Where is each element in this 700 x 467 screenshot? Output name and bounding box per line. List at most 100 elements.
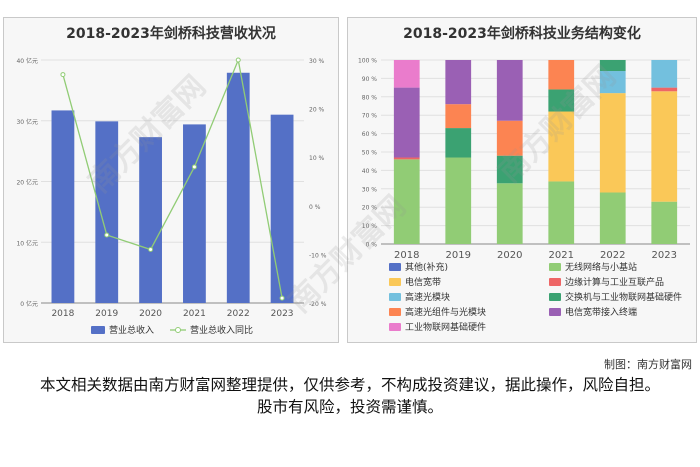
revenue-chart-panel: 2018-2023年剑桥科技营收状况 0 亿元 10 亿元 20 亿元 30 亿元 40… — [3, 17, 339, 343]
legend-swatch — [389, 278, 401, 286]
revenue-bar — [226, 72, 250, 303]
stacked-segment — [651, 201, 678, 244]
x-axis-tick-label: 2019 — [446, 250, 471, 261]
stacked-segment — [496, 60, 523, 121]
revenue-bar — [270, 114, 294, 303]
business-structure-chart: 0 % 10 % 20 % 30 % 40 % 50 % 60 % 70 % 80 % 90 % 1… — [358, 58, 690, 333]
legend-label: 边缘计算与工业互联产品 — [565, 276, 664, 288]
x-axis-tick-label: 2018 — [394, 250, 419, 261]
y-axis-right-tick-label: 30 % — [309, 58, 325, 65]
stacked-segment — [445, 60, 472, 105]
stacked-segment — [393, 159, 420, 244]
yoy-growth-point — [191, 164, 197, 170]
x-axis-tick-label: 2021 — [183, 309, 206, 319]
stacked-segment — [548, 89, 575, 112]
stacked-segment — [445, 157, 472, 244]
stacked-segment — [548, 60, 575, 90]
legend-label: 其他(补充) — [405, 261, 448, 273]
legend-label: 无线网络与小基站 — [565, 261, 637, 273]
revenue-bar — [95, 121, 119, 303]
x-axis-tick-label: 2020 — [497, 250, 522, 261]
business-structure-chart-panel: 2018-2023年剑桥科技业务结构变化 0 % 10 % 20 % 30 % 40 %… — [347, 17, 697, 343]
x-axis-tick-label: 2018 — [51, 309, 74, 319]
y-axis-left-tick-label: 0 亿元 — [20, 300, 38, 308]
y-axis-tick-label: 0 % — [366, 242, 378, 249]
y-axis-tick-label: 90 % — [362, 76, 378, 83]
y-axis-left-tick-label: 10 亿元 — [16, 239, 38, 247]
y-axis-tick-label: 50 % — [362, 150, 378, 157]
y-axis-tick-label: 70 % — [362, 113, 378, 120]
legend-label: 高速光模块 — [405, 291, 450, 303]
legend-swatch — [549, 308, 561, 316]
legend-swatch — [549, 263, 561, 271]
stacked-segment — [651, 60, 678, 88]
y-axis-tick-label: 40 % — [362, 168, 378, 175]
revenue-chart-title: 2018-2023年剑桥科技营收状况 — [66, 26, 276, 42]
revenue-bar — [51, 110, 75, 303]
stacked-segment — [548, 111, 575, 182]
legend-swatch — [389, 293, 401, 301]
legend-swatch — [389, 263, 401, 271]
y-axis-tick-label: 60 % — [362, 131, 378, 138]
disclaimer-text: 本文相关数据由南方财富网整理提供，仅供参考，不构成投资建议，据此操作，风险自担。… — [40, 376, 661, 416]
y-axis-right-tick-label: 10 % — [309, 155, 325, 162]
yoy-growth-line — [62, 57, 283, 299]
revenue-bar — [139, 137, 162, 303]
legend-label: 高速光组件与光模块 — [405, 306, 486, 318]
yoy-growth-point — [235, 57, 241, 63]
x-axis-tick-label: 2019 — [95, 309, 118, 319]
x-axis-tick-label: 2023 — [271, 309, 294, 319]
stacked-segment — [445, 104, 472, 129]
yoy-growth-point — [104, 232, 110, 238]
x-axis-tick-label: 2020 — [139, 309, 162, 319]
x-axis-tick-label: 2022 — [600, 250, 625, 261]
stacked-segment — [599, 93, 626, 193]
stacked-segment — [445, 128, 472, 158]
legend-label: 电信宽带接入终端 — [565, 306, 637, 318]
x-axis-tick-label: 2021 — [549, 250, 574, 261]
y-axis-left-tick-label: 20 亿元 — [16, 179, 38, 187]
stacked-segment — [651, 87, 678, 92]
legend-label-revenue: 营业总收入 — [109, 324, 154, 336]
stacked-segment — [393, 87, 420, 158]
legend-swatch — [389, 323, 401, 331]
revenue-bar — [183, 124, 206, 304]
legend-swatch-revenue — [91, 326, 105, 334]
x-axis-tick-label: 2022 — [227, 309, 250, 319]
stacked-segment — [599, 60, 626, 72]
legend-swatch — [549, 293, 561, 301]
stacked-segment — [496, 183, 523, 244]
stacked-segment — [599, 71, 626, 94]
legend-label: 电信宽带 — [405, 276, 441, 288]
yoy-growth-point — [148, 247, 154, 253]
legend-label: 工业物联网基础硬件 — [405, 321, 486, 333]
legend-swatch — [549, 278, 561, 286]
y-axis-tick-label: 100 % — [358, 58, 377, 65]
legend-label-yoy: 营业总收入同比 — [190, 324, 253, 336]
stacked-segment — [393, 60, 420, 88]
stacked-segment — [651, 91, 678, 202]
y-axis-tick-label: 10 % — [362, 223, 378, 230]
legend-label: 交换机与工业物联网基础硬件 — [565, 291, 682, 303]
y-axis-right-tick-label: 0 % — [309, 204, 321, 211]
legend-swatch-yoy-marker — [175, 327, 181, 333]
revenue-chart: 0 亿元 10 亿元 20 亿元 30 亿元 40 亿元 -20 % -10 % 0 % 10 … — [16, 57, 327, 336]
y-axis-right-tick-label: -10 % — [309, 252, 327, 259]
stacked-segment — [599, 192, 626, 244]
y-axis-tick-label: 30 % — [362, 186, 378, 193]
business-structure-chart-title: 2018-2023年剑桥科技业务结构变化 — [403, 26, 641, 42]
y-axis-left-tick-label: 30 亿元 — [16, 118, 38, 126]
stacked-segment — [393, 157, 420, 160]
yoy-growth-point — [279, 295, 285, 301]
y-axis-tick-label: 20 % — [362, 205, 378, 212]
legend-swatch — [389, 308, 401, 316]
stacked-segment — [496, 155, 523, 184]
yoy-growth-point — [60, 72, 66, 78]
stacked-segment — [548, 181, 575, 244]
x-axis-tick-label: 2023 — [652, 250, 677, 261]
y-axis-left-tick-label: 40 亿元 — [16, 57, 38, 65]
stacked-segment — [496, 120, 523, 156]
y-axis-tick-label: 80 % — [362, 94, 378, 101]
y-axis-right-tick-label: -20 % — [309, 301, 327, 308]
chart-credit: 制图：南方财富网 — [604, 358, 692, 371]
